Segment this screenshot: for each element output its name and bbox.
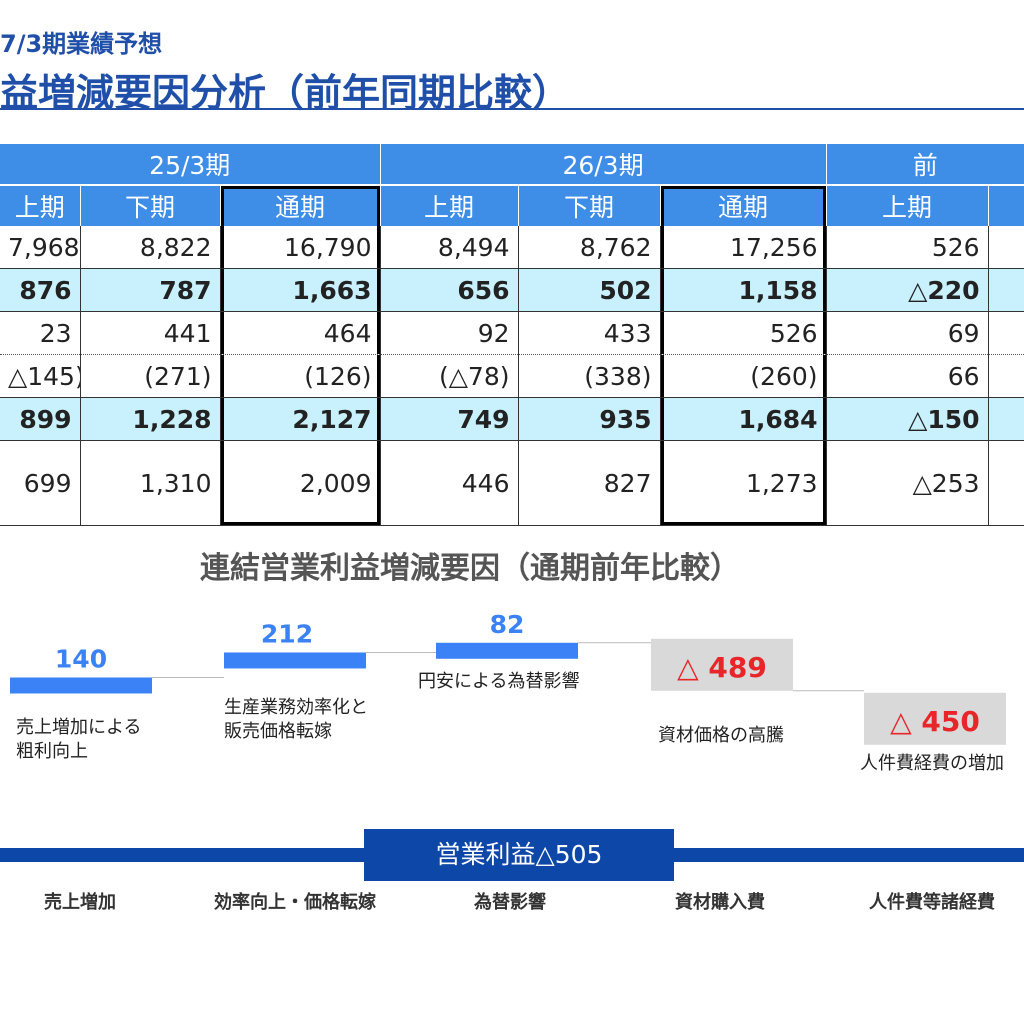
period-header: 26/3期: [379, 143, 827, 186]
table-cell: 8,494: [379, 226, 518, 269]
period-header: 前: [825, 143, 1024, 186]
page-subtitle: 7/3期業績予想: [0, 30, 163, 58]
increase-bar: [224, 652, 366, 669]
table-cell: 17,256: [659, 226, 827, 269]
bar-label: 資材価格の高騰: [658, 725, 784, 746]
half-header: 上期: [0, 184, 80, 226]
half-header-row: 上期 下期 通期 上期 下期 通期 上期: [0, 184, 1024, 226]
table-cell: (338): [517, 354, 660, 398]
half-header: [987, 184, 1024, 226]
chart-title: 連結営業利益増減要因（通期前年比較）: [200, 551, 740, 586]
table-cell: 935: [517, 397, 660, 441]
table-cell: 526: [659, 311, 827, 355]
operating-profit-label: 営業利益△505: [364, 829, 674, 881]
period-header: 25/3期: [0, 143, 380, 186]
value-label: △ 450: [890, 705, 980, 738]
value-label: 82: [490, 610, 525, 639]
bar-label: 円安による為替影響: [418, 671, 580, 692]
table-cell: (271): [79, 354, 220, 398]
table-cell: 69: [825, 311, 989, 355]
table-cell: △145): [0, 354, 80, 398]
category-label: 効率向上・価格転嫁: [214, 892, 376, 913]
table-cell: 787: [79, 268, 220, 312]
waterfall-chart: 140 212 82 △ 489 △ 450: [10, 610, 1006, 745]
table-cell: 433: [517, 311, 660, 355]
table-cell: 827: [517, 440, 660, 526]
category-label: 売上増加: [44, 892, 116, 913]
half-header: 下期: [79, 184, 220, 226]
table-cell: 1,310: [79, 440, 220, 526]
table-cell: [987, 226, 1024, 269]
bar-label: 生産業務効率化と 販売価格転嫁: [224, 697, 368, 742]
value-label: 140: [55, 644, 107, 673]
half-header: 上期: [379, 184, 518, 226]
table-cell: 1,228: [79, 397, 220, 441]
category-label: 資材購入費: [675, 892, 765, 913]
table-cell: 441: [79, 311, 220, 355]
table-cell: (260): [659, 354, 827, 398]
half-header: 上期: [825, 184, 989, 226]
title-underline: [0, 108, 1024, 110]
increase-bar: [10, 677, 152, 694]
table-cell: 66: [825, 354, 989, 398]
table-row: 699 1,310 2,009 446 827 1,273 △253: [0, 440, 1024, 526]
financial-table: 25/3期 26/3期 前 上期 下期 通期 上期 下期 通期 上期 7,968…: [0, 143, 1024, 526]
half-header: 下期: [517, 184, 660, 226]
table-cell: 8,822: [79, 226, 220, 269]
half-header: 通期: [219, 184, 380, 226]
table-cell: 526: [825, 226, 989, 269]
table-cell: 899: [0, 397, 80, 441]
table-cell: 876: [0, 268, 80, 312]
table-cell: 92: [379, 311, 518, 355]
table-cell: 23: [0, 311, 80, 355]
table-cell: △150: [825, 397, 989, 441]
table-row: 899 1,228 2,127 749 935 1,684 △150: [0, 397, 1024, 441]
table-cell: 446: [379, 440, 518, 526]
table-cell: (126): [219, 354, 380, 398]
period-header-row: 25/3期 26/3期 前: [0, 143, 1024, 186]
half-header: 通期: [659, 184, 827, 226]
table-cell: 464: [219, 311, 380, 355]
value-label: 212: [261, 619, 313, 648]
table-cell: 502: [517, 268, 660, 312]
increase-bar: [436, 642, 578, 659]
bar-label: 売上増加による 粗利向上: [16, 717, 142, 762]
table-cell: 749: [379, 397, 518, 441]
table-row: 876 787 1,663 656 502 1,158 △220: [0, 268, 1024, 312]
bar-label: 人件費経費の増加: [860, 753, 1004, 774]
category-label: 為替影響: [474, 892, 546, 913]
table-row: 23 441 464 92 433 526 69: [0, 311, 1024, 355]
table-cell: [987, 440, 1024, 526]
table-cell: (△78): [379, 354, 518, 398]
decrease-bar: [651, 638, 793, 691]
table-cell: 656: [379, 268, 518, 312]
table-cell: 7,968: [0, 226, 80, 269]
table-cell: 1,684: [659, 397, 827, 441]
table-cell: 1,663: [219, 268, 380, 312]
value-label: △ 489: [677, 651, 767, 684]
table-cell: 1,158: [659, 268, 827, 312]
table-cell: 16,790: [219, 226, 380, 269]
table-row: △145) (271) (126) (△78) (338) (260) 66: [0, 354, 1024, 398]
table-cell: [987, 311, 1024, 355]
table-row: 7,968 8,822 16,790 8,494 8,762 17,256 52…: [0, 226, 1024, 269]
table-cell: △220: [825, 268, 989, 312]
table-cell: [987, 354, 1024, 398]
table-cell: 8,762: [517, 226, 660, 269]
table-cell: 2,009: [219, 440, 380, 526]
category-label: 人件費等諸経費: [869, 892, 995, 913]
page-title: 益増減要因分析（前年同期比較）: [0, 71, 571, 115]
table-cell: 1,273: [659, 440, 827, 526]
table-cell: [987, 397, 1024, 441]
table-cell: 2,127: [219, 397, 380, 441]
decrease-bar: [864, 692, 1006, 745]
table-cell: [987, 268, 1024, 312]
table-cell: △253: [825, 440, 989, 526]
table-cell: 699: [0, 440, 80, 526]
